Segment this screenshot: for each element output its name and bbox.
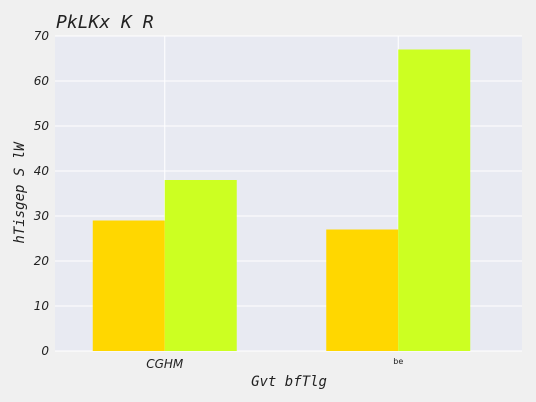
x-tick-label-1: be bbox=[393, 357, 403, 366]
y-tick-label-5: 50 bbox=[34, 119, 50, 133]
y-tick-label-1: 10 bbox=[34, 299, 50, 313]
x-axis-ticks: CGHM be bbox=[146, 357, 403, 371]
bar-s1-c1 bbox=[398, 49, 471, 351]
x-tick-label-0: CGHM bbox=[146, 357, 184, 371]
bars bbox=[92, 49, 471, 351]
y-tick-label-7: 70 bbox=[34, 29, 50, 43]
y-tick-label-6: 60 bbox=[34, 74, 50, 88]
x-axis-label: Gvt bfTlg bbox=[251, 374, 327, 390]
bar-s0-c0 bbox=[92, 220, 165, 351]
chart-title: PkLKx K R bbox=[56, 12, 154, 33]
y-axis-label: hTisgep S lW bbox=[12, 141, 28, 244]
y-axis-ticks: 0 10 20 30 40 50 60 70 bbox=[34, 29, 50, 358]
y-tick-label-2: 20 bbox=[34, 254, 50, 268]
y-tick-label-3: 30 bbox=[34, 209, 50, 223]
bar-s0-c1 bbox=[326, 229, 399, 351]
y-tick-label-4: 40 bbox=[34, 164, 50, 178]
bar-s1-c0 bbox=[164, 180, 237, 351]
y-tick-label-0: 0 bbox=[41, 344, 49, 358]
